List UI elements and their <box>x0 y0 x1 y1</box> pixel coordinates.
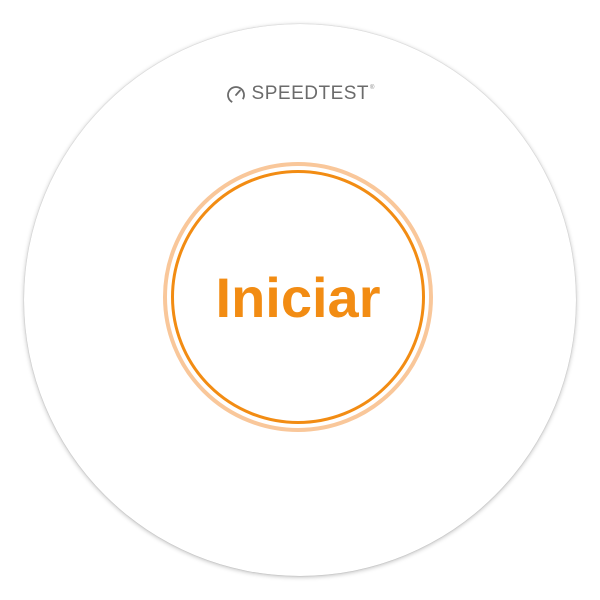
start-button[interactable]: Iniciar <box>171 170 425 424</box>
trademark-symbol: ® <box>370 85 375 91</box>
start-button-label: Iniciar <box>215 266 381 329</box>
speedometer-icon <box>226 84 246 104</box>
speedtest-logo: SPEEDTEST ® <box>0 82 600 106</box>
start-button-outer-ring <box>163 162 433 432</box>
brand-name: SPEEDTEST <box>251 83 370 104</box>
